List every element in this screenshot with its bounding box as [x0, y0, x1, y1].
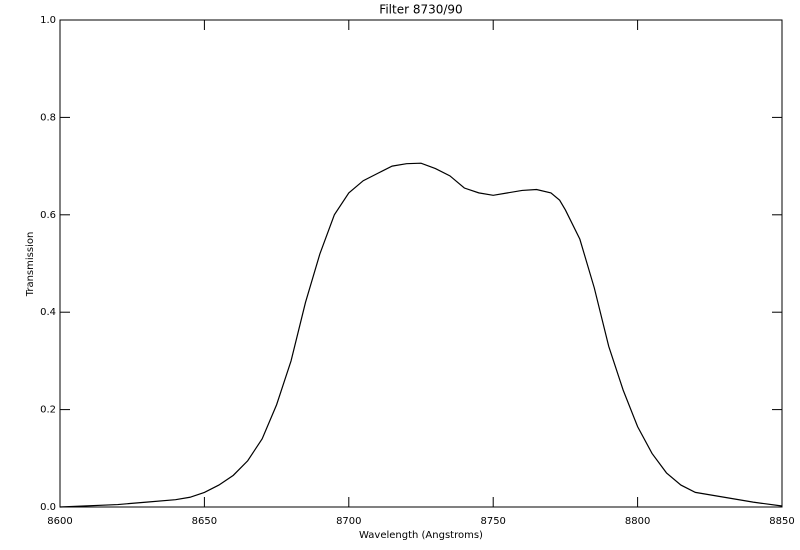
x-tick-label: 8600 [47, 516, 72, 527]
x-axis-label: Wavelength (Angstroms) [359, 530, 483, 541]
x-tick-label: 8750 [480, 516, 505, 527]
y-tick-label: 0.4 [40, 307, 56, 318]
chart-title: Filter 8730/90 [379, 3, 462, 17]
y-tick-label: 0.2 [40, 405, 56, 416]
y-tick-label: 0.0 [40, 502, 56, 513]
y-axis-label: Transmission [25, 232, 36, 298]
x-tick-label: 8700 [336, 516, 361, 527]
data-line [59, 162, 783, 508]
y-tick-label: 0.6 [40, 210, 56, 221]
plot-frame [59, 19, 783, 508]
y-tick-label: 1.0 [40, 15, 56, 26]
x-tick-label: 8650 [192, 516, 217, 527]
y-tick-label: 0.8 [40, 112, 56, 123]
x-tick-label: 8800 [625, 516, 650, 527]
x-tick-label: 8850 [769, 516, 794, 527]
